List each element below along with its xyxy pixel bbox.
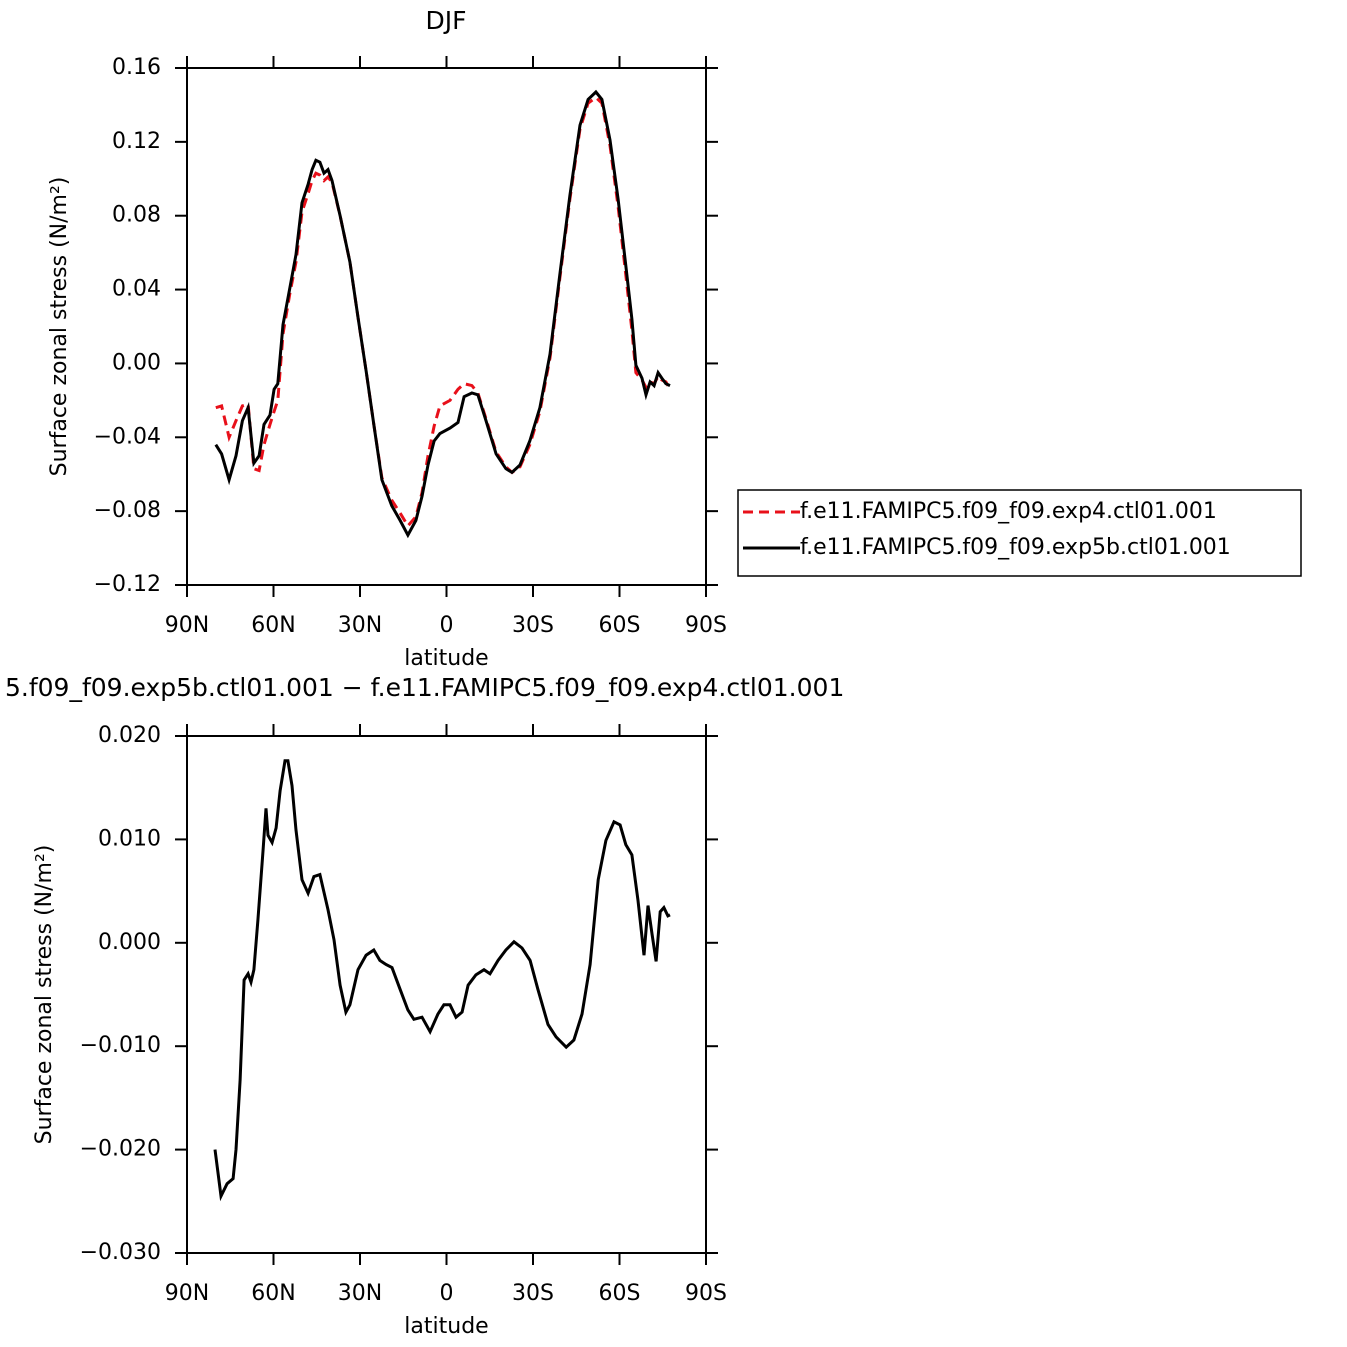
y-tick-label: −0.12 <box>94 572 161 597</box>
x-axis-label: latitude <box>404 1314 488 1339</box>
x-axis-label: latitude <box>404 646 488 671</box>
x-tick-label: 60S <box>599 1281 641 1306</box>
x-tick-label: 30S <box>512 1281 554 1306</box>
y-tick-label: 0.12 <box>112 129 161 154</box>
y-tick-label: −0.04 <box>94 424 161 449</box>
chart-title: 5.f09_f09.exp5b.ctl01.001 − f.e11.FAMIPC… <box>5 673 844 702</box>
x-tick-label: 0 <box>440 1281 454 1306</box>
x-tick-label: 90N <box>165 1281 209 1306</box>
y-axis-label: Surface zonal stress (N/m²) <box>47 177 72 477</box>
y-tick-label: 0.020 <box>98 723 161 748</box>
x-tick-label: 90S <box>685 1281 727 1306</box>
x-tick-label: 0 <box>440 613 454 638</box>
x-tick-label: 60S <box>599 613 641 638</box>
legend-label: f.e11.FAMIPC5.f09_f09.exp4.ctl01.001 <box>800 499 1217 524</box>
y-tick-label: 0.000 <box>98 930 161 955</box>
x-tick-label: 60N <box>251 613 295 638</box>
chart-title: DJF <box>425 6 466 35</box>
y-tick-label: −0.030 <box>80 1240 161 1265</box>
plot-frame <box>186 67 707 586</box>
x-tick-label: 90N <box>165 613 209 638</box>
legend-label: f.e11.FAMIPC5.f09_f09.exp5b.ctl01.001 <box>800 535 1231 560</box>
x-tick-label: 60N <box>251 1281 295 1306</box>
x-tick-label: 30S <box>512 613 554 638</box>
y-tick-label: 0.04 <box>112 277 161 302</box>
y-tick-label: 0.00 <box>112 350 161 375</box>
y-tick-label: −0.020 <box>80 1137 161 1162</box>
x-tick-label: 90S <box>685 613 727 638</box>
y-axis-label: Surface zonal stress (N/m²) <box>32 845 57 1145</box>
y-tick-label: 0.010 <box>98 826 161 851</box>
x-tick-label: 30N <box>338 1281 382 1306</box>
x-tick-label: 30N <box>338 613 382 638</box>
y-tick-label: 0.16 <box>112 55 161 80</box>
y-tick-label: −0.010 <box>80 1033 161 1058</box>
data-line <box>213 759 671 1202</box>
legend-box <box>737 489 1302 577</box>
y-tick-label: −0.08 <box>94 498 161 523</box>
y-tick-label: 0.08 <box>112 203 161 228</box>
data-line <box>214 89 671 539</box>
